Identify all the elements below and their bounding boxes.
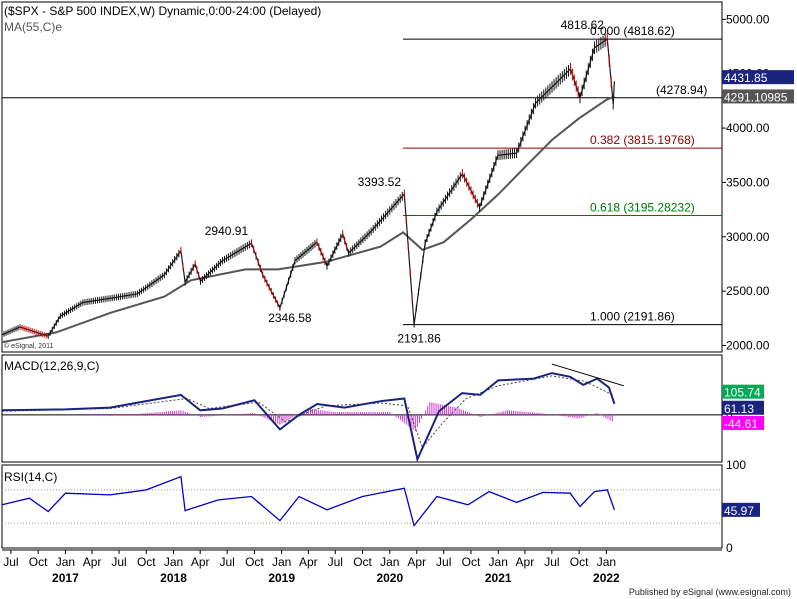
x-tick-label: Apr [407,555,426,569]
x-tick-label: Jan [489,555,508,569]
x-tick-label: Jan [164,555,183,569]
price-y-tick-label: 5000.00 [726,12,770,26]
x-tick-label: Apr [299,555,318,569]
x-year-label: 2019 [268,571,295,585]
x-tick-label: Jul [219,555,234,569]
rsi-line [1,475,616,528]
x-tick-label: Jul [436,555,451,569]
x-tick-label: Jan [56,555,75,569]
rsi-title: RSI(14,C) [4,470,57,484]
price-tag-bg [722,70,794,85]
swing-label: 4818.62 [561,18,605,32]
price-y-tick-label: 4000.00 [726,121,770,135]
ma-series-line [1,95,615,344]
price-y-tick-label: 2000.00 [726,338,770,352]
macd-zero-label: 0 [726,408,733,422]
ma-indicator-label: MA(55,C)e [4,20,62,34]
x-tick-label: Apr [516,555,535,569]
x-year-label: 2017 [52,571,79,585]
x-tick-label: Jul [544,555,559,569]
x-tick-label: Jan [597,555,616,569]
swing-label: 2940.91 [205,224,249,238]
price-tag-bg [722,89,794,104]
macd-tag-label: 61.13 [724,402,754,416]
x-tick-label: Oct [353,555,372,569]
macd-tag-label: 105.74 [724,386,761,400]
swing-label: 3393.52 [358,175,402,189]
panel-frame-rsi [1,464,723,549]
fib-level-label: 1.000 (2191.86) [590,310,675,324]
fib-level-label: 0.000 (4818.62) [590,24,675,38]
x-tick-label: Oct [137,555,156,569]
macd-tag-bg [722,384,764,399]
x-tick-label: Oct [29,555,48,569]
x-tick-label: Oct [245,555,264,569]
fib-level-label: 0.382 (3815.19768) [590,133,695,147]
swing-label: 2191.86 [397,332,441,346]
price-tag-label: 4431.85 [724,71,768,85]
macd-signal-line [1,375,615,449]
macd-title: MACD(12,26,9,C) [4,359,99,373]
x-tick-label: Apr [83,555,102,569]
rsi-tag-bg [722,502,760,517]
rsi-y-tick-label: 0 [726,541,733,555]
price-y-tick-label: 3000.00 [726,230,770,244]
price-tag-label: 4291.10985 [724,90,788,104]
macd-line [1,372,616,463]
macd-tag-bg [722,400,764,415]
x-year-label: 2018 [160,571,187,585]
panel-frame-macd [1,354,723,463]
x-tick-label: Jul [3,555,18,569]
x-tick-label: Jul [328,555,343,569]
fib-level-label: 0.618 (3195.28232) [590,201,695,215]
chart-title: ($SPX - S&P 500 INDEX,W) Dynamic,0:00-24… [4,4,321,18]
footer-credit: Published by eSignal (www.esignal.com) [628,587,791,597]
x-tick-label: Jul [111,555,126,569]
swing-label: 2346.58 [268,311,312,325]
x-year-label: 2021 [485,571,512,585]
x-tick-label: Jan [380,555,399,569]
macd-tag-bg [722,415,764,430]
x-tick-label: Apr [191,555,210,569]
macd-tag-label: -44.61 [724,417,758,431]
rsi-y-tick-label: 100 [726,458,746,472]
x-tick-label: Oct [570,555,589,569]
x-tick-label: Jan [272,555,291,569]
macd-trendline [551,363,624,387]
watermark: © eSignal, 2011 [4,342,54,350]
price-y-tick-label: 2500.00 [726,284,770,298]
x-tick-label: Oct [462,555,481,569]
x-year-label: 2022 [593,571,620,585]
support-line-label: (4278.94) [656,83,707,97]
price-y-tick-label: 3500.00 [726,175,770,189]
panel-frame-price [1,1,723,353]
x-year-label: 2020 [376,571,403,585]
rsi-tag-label: 45.97 [724,504,754,518]
